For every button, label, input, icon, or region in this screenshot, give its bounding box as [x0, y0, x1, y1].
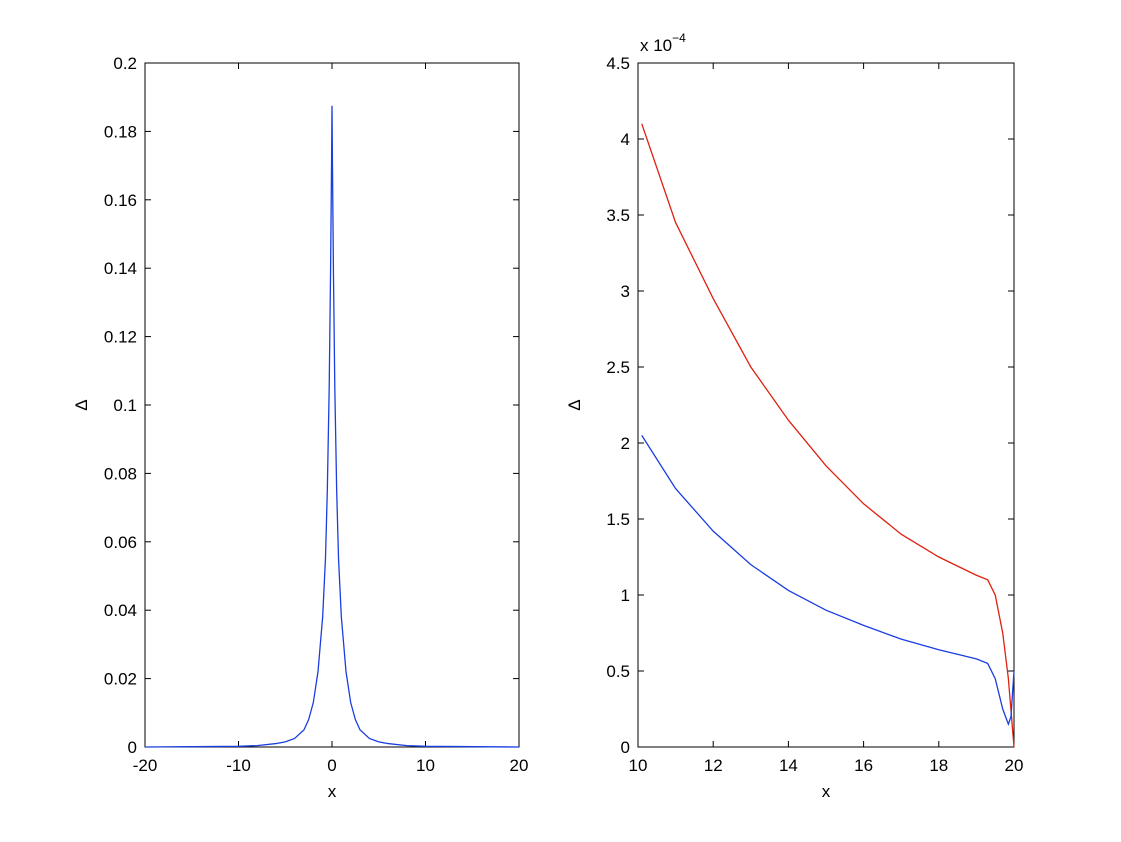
x-tick-label: 20 — [1005, 756, 1024, 775]
y-tick-label: 0.14 — [104, 259, 137, 278]
y-tick-label: 0.5 — [606, 662, 630, 681]
y-tick-label: 4.5 — [606, 54, 630, 73]
y-tick-label: 0.12 — [104, 328, 137, 347]
x-tick-label: 16 — [854, 756, 873, 775]
y-axis-label: Δ — [72, 399, 91, 410]
x-axis-label: x — [822, 782, 831, 801]
x-tick-label: 10 — [629, 756, 648, 775]
y-tick-label: 0.16 — [104, 191, 137, 210]
y-tick-label: 0 — [621, 738, 630, 757]
y-tick-label: 1 — [621, 586, 630, 605]
line-series — [144, 105, 520, 748]
y-tick-label: 2 — [621, 434, 630, 453]
x-tick-label: -20 — [133, 756, 158, 775]
x-tick-label: 12 — [704, 756, 723, 775]
y-tick-label: 1.5 — [606, 510, 630, 529]
plot-area — [637, 62, 1015, 748]
x-axis-label: x — [328, 782, 337, 801]
y-tick-label: 0.04 — [104, 601, 137, 620]
x-tick-label: 20 — [510, 756, 529, 775]
y-tick-label: 0.06 — [104, 533, 137, 552]
line-series — [641, 123, 1015, 748]
y-tick-label: 0.02 — [104, 670, 137, 689]
multiplier-base: x 10 — [640, 36, 672, 55]
x-tick-label: 18 — [929, 756, 948, 775]
y-tick-label: 0 — [128, 738, 137, 757]
y-tick-label: 3 — [621, 282, 630, 301]
y-tick-label: 3.5 — [606, 206, 630, 225]
y-axis-label: Δ — [565, 399, 584, 410]
y-tick-label: 0.18 — [104, 122, 137, 141]
x-tick-label: 10 — [416, 756, 435, 775]
y-tick-label: 2.5 — [606, 358, 630, 377]
x-tick-label: 14 — [779, 756, 798, 775]
x-tick-label: -10 — [226, 756, 251, 775]
multiplier-exponent: −4 — [672, 31, 686, 45]
y-tick-label: 4 — [621, 130, 630, 149]
line-series — [641, 435, 1015, 727]
y-tick-label: 0.08 — [104, 464, 137, 483]
x-tick-label: 0 — [327, 756, 336, 775]
y-tick-label: 0.1 — [113, 396, 137, 415]
y-tick-label: 0.2 — [113, 54, 137, 73]
axis-multiplier: x 10−4 — [640, 31, 686, 55]
